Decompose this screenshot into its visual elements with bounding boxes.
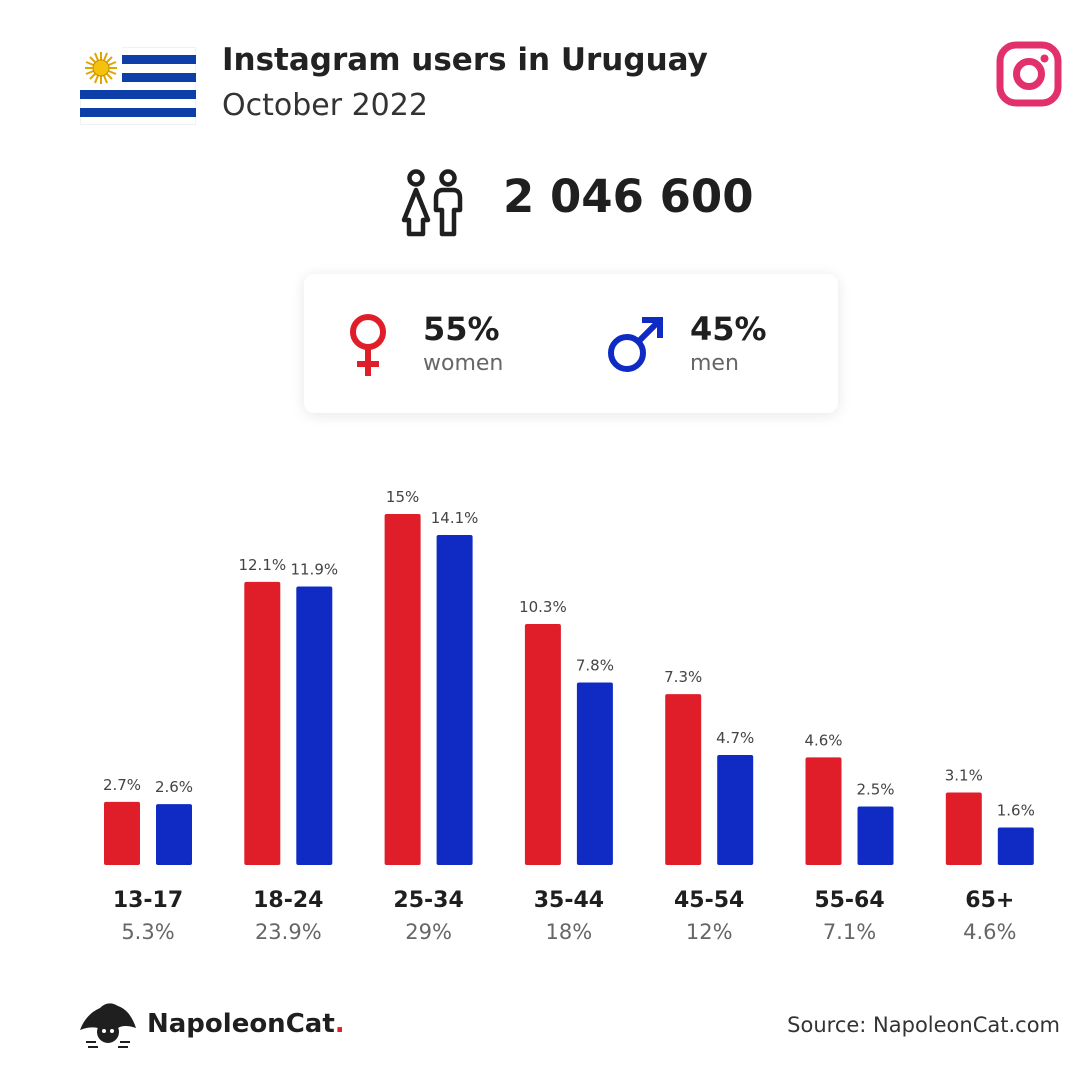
bar-men-18-24 bbox=[296, 586, 333, 865]
data-label-women-13-17: 2.7% bbox=[103, 776, 141, 794]
bar-men-55-64 bbox=[857, 806, 894, 865]
data-label-men-35-44: 7.8% bbox=[576, 656, 614, 674]
category-total-25-34: 29% bbox=[405, 920, 452, 944]
data-label-men-25-34: 14.1% bbox=[431, 509, 479, 527]
brand-name: NapoleonCat. bbox=[147, 1009, 345, 1039]
men-label: men bbox=[690, 351, 739, 376]
bar-men-13-17 bbox=[156, 804, 192, 865]
age-gender-bar-chart: 2.7% 2.6% 13-17 5.3% 12.1% 11.9% 18-24 23.9% 15%… bbox=[103, 488, 1035, 944]
page-title: Instagram users in Uruguay bbox=[222, 42, 708, 78]
data-label-women-45-54: 7.3% bbox=[664, 668, 702, 686]
men-percentage: 45% bbox=[690, 310, 767, 348]
data-label-women-18-24: 12.1% bbox=[238, 556, 286, 574]
category-label-55-64: 55-64 bbox=[814, 888, 884, 913]
category-total-18-24: 23.9% bbox=[255, 920, 322, 944]
bar-women-13-17 bbox=[104, 801, 140, 865]
women-label: women bbox=[423, 351, 504, 376]
gender-split-card: 55% women 45% men bbox=[304, 274, 838, 413]
category-label-65+: 65+ bbox=[965, 888, 1014, 913]
bar-women-25-34 bbox=[384, 514, 421, 865]
bar-women-65+ bbox=[945, 792, 982, 865]
category-total-45-54: 12% bbox=[686, 920, 733, 944]
data-label-women-25-34: 15% bbox=[386, 488, 419, 506]
category-total-35-44: 18% bbox=[546, 920, 593, 944]
source-text: Source: NapoleonCat.com bbox=[787, 1013, 1060, 1037]
data-label-women-35-44: 10.3% bbox=[519, 598, 567, 616]
napoleoncat-logo-icon bbox=[80, 1003, 136, 1048]
category-total-55-64: 7.1% bbox=[823, 920, 876, 944]
data-label-men-55-64: 2.5% bbox=[856, 781, 894, 799]
category-label-35-44: 35-44 bbox=[534, 888, 604, 913]
category-label-13-17: 13-17 bbox=[113, 888, 183, 913]
uruguay-flag-icon bbox=[80, 47, 196, 125]
bar-women-35-44 bbox=[524, 623, 561, 865]
category-label-25-34: 25-34 bbox=[393, 888, 463, 913]
bar-men-25-34 bbox=[436, 535, 473, 865]
bar-men-45-54 bbox=[717, 755, 754, 865]
bar-men-35-44 bbox=[576, 682, 613, 865]
category-label-45-54: 45-54 bbox=[674, 888, 744, 913]
data-label-men-45-54: 4.7% bbox=[716, 729, 754, 747]
total-users: 2 046 600 bbox=[503, 170, 754, 223]
category-label-18-24: 18-24 bbox=[253, 888, 323, 913]
bar-women-18-24 bbox=[244, 581, 281, 865]
category-total-65+: 4.6% bbox=[963, 920, 1016, 944]
category-total-13-17: 5.3% bbox=[121, 920, 174, 944]
bar-women-55-64 bbox=[805, 757, 842, 865]
data-label-men-13-17: 2.6% bbox=[155, 778, 193, 796]
data-label-women-55-64: 4.6% bbox=[804, 731, 842, 749]
instagram-icon bbox=[996, 41, 1062, 107]
women-percentage: 55% bbox=[423, 310, 500, 348]
page-subtitle: October 2022 bbox=[222, 88, 428, 123]
users-icon bbox=[401, 169, 463, 237]
data-label-men-18-24: 11.9% bbox=[290, 561, 338, 579]
brand-dot: . bbox=[334, 1009, 345, 1039]
male-icon bbox=[608, 317, 663, 372]
data-label-men-65+: 1.6% bbox=[997, 802, 1035, 820]
bar-men-65+ bbox=[997, 827, 1034, 865]
data-label-women-65+: 3.1% bbox=[945, 766, 983, 784]
bar-women-45-54 bbox=[665, 694, 702, 865]
brand-name-text: NapoleonCat bbox=[147, 1009, 335, 1039]
female-icon bbox=[350, 314, 386, 376]
